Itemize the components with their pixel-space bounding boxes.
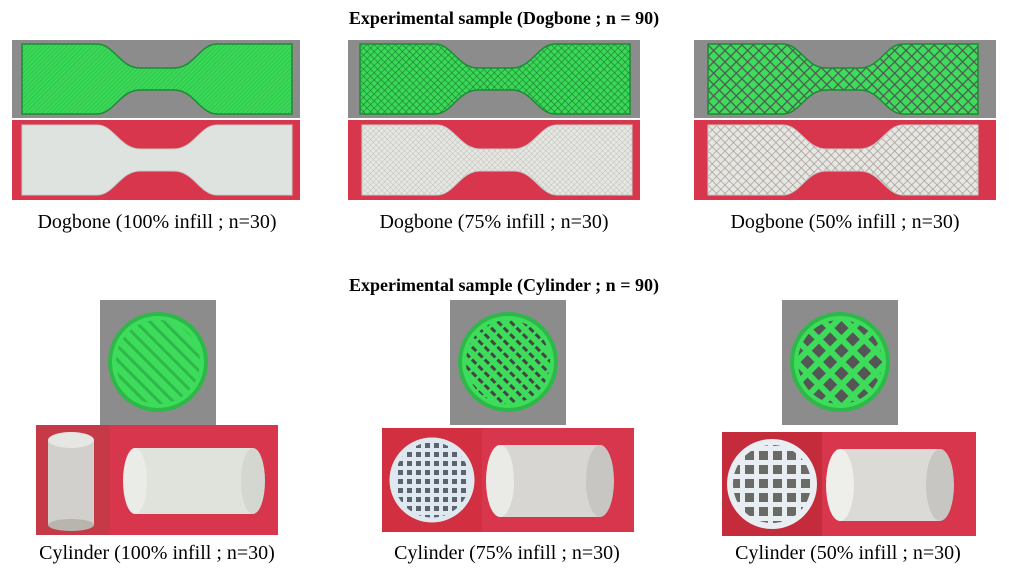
section-title: Experimental sample (Cylinder ; n = 90) [349,275,659,296]
caption: Cylinder (50% infill ; n=30) [735,542,961,564]
caption: Dogbone (50% infill ; n=30) [730,211,959,233]
dogbone-model-75 [348,40,640,118]
cylinder-model-75 [450,300,566,425]
dogbone-model-50 [694,40,996,118]
cylinder-model-100 [100,300,216,425]
cylinder-photo-75 [382,428,634,532]
dogbone-photo-50 [694,120,996,200]
cylinder-photo-50 [722,432,976,536]
page: Experimental sample (Dogbone ; n = 90) D… [0,0,1009,569]
dogbone-photo-100 [12,120,300,200]
figure: Experimental sample (Dogbone ; n = 90) D… [0,0,1009,569]
caption: Dogbone (100% infill ; n=30) [37,211,276,233]
dogbone-model-100 [12,40,300,118]
section-title: Experimental sample (Dogbone ; n = 90) [349,8,659,29]
cylinder-photo-100 [36,425,278,535]
caption: Dogbone (75% infill ; n=30) [379,211,608,233]
caption: Cylinder (100% infill ; n=30) [39,542,275,564]
caption: Cylinder (75% infill ; n=30) [394,542,620,564]
cylinder-model-50 [782,300,898,425]
dogbone-photo-75 [348,120,640,200]
